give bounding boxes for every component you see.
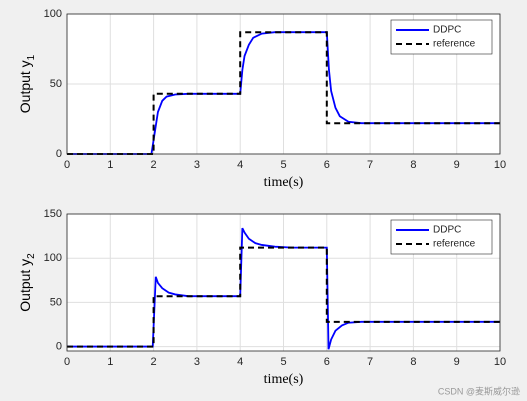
- x-tick-label: 8: [410, 159, 416, 171]
- x-tick-label: 9: [454, 356, 460, 368]
- axes-frame: [66, 13, 501, 155]
- series-line: [67, 31, 500, 155]
- y-tick-label: 0: [56, 340, 62, 352]
- x-tick-label: 3: [194, 356, 200, 368]
- x-tick-label: 5: [280, 159, 286, 171]
- x-tick-label: 0: [64, 159, 70, 171]
- y-axis-label-main: Output y: [17, 259, 33, 312]
- x-tick-label: 8: [410, 356, 416, 368]
- legend-label: reference: [433, 239, 476, 250]
- y-tick-label: 100: [44, 252, 62, 264]
- y-axis-label-subscript: 1: [26, 54, 37, 60]
- legend-box: [390, 219, 493, 255]
- x-tick-label: 7: [367, 356, 373, 368]
- watermark: CSDN @麦斯威尔逊: [438, 385, 520, 396]
- x-tick-label: 1: [107, 159, 113, 171]
- x-tick-label: 6: [324, 159, 330, 171]
- x-tick-label: 6: [324, 356, 330, 368]
- x-tick-label: 10: [494, 356, 506, 368]
- y-axis-label-subscript: 2: [26, 253, 37, 259]
- y-tick-label: 50: [50, 296, 62, 308]
- x-tick-label: 2: [151, 356, 157, 368]
- x-tick-label: 1: [107, 356, 113, 368]
- y-tick-label: 50: [50, 78, 62, 90]
- series-line: [67, 227, 500, 350]
- legend-label: DDPC: [433, 225, 461, 236]
- x-axis-label: time(s): [264, 175, 304, 190]
- x-tick-label: 3: [194, 159, 200, 171]
- y-tick-label: 100: [44, 8, 62, 20]
- legend-label: DDPC: [433, 25, 461, 36]
- legend-label: reference: [433, 39, 476, 50]
- axes-frame: [66, 213, 501, 352]
- x-tick-label: 0: [64, 356, 70, 368]
- y-axis-label: Output y1: [17, 54, 37, 113]
- series-line: [67, 31, 500, 155]
- series-line: [67, 246, 500, 348]
- x-tick-label: 7: [367, 159, 373, 171]
- y-tick-label: 150: [44, 208, 62, 220]
- x-tick-label: 2: [151, 159, 157, 171]
- x-tick-label: 5: [280, 356, 286, 368]
- y-tick-label: 0: [56, 148, 62, 160]
- x-tick-label: 4: [237, 356, 243, 368]
- x-tick-label: 4: [237, 159, 243, 171]
- y-axis-label: Output y2: [17, 253, 37, 312]
- y-axis-label-main: Output y: [17, 60, 33, 113]
- x-tick-label: 10: [494, 159, 506, 171]
- legend-box: [390, 19, 493, 55]
- x-axis-label: time(s): [264, 372, 304, 387]
- x-tick-label: 9: [454, 159, 460, 171]
